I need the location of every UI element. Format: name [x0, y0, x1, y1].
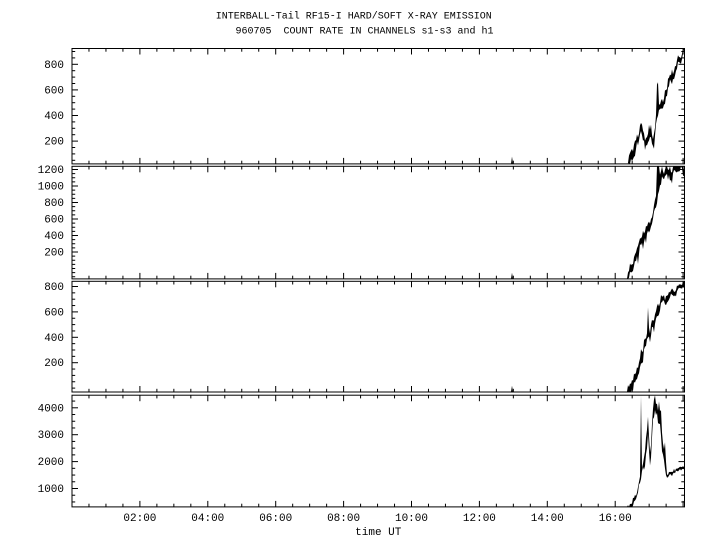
svg-text:600: 600 [44, 307, 64, 319]
svg-text:1200: 1200 [38, 165, 64, 177]
svg-text:1000: 1000 [38, 182, 64, 194]
svg-text:02:00: 02:00 [123, 513, 156, 525]
svg-text:04:00: 04:00 [191, 513, 224, 525]
svg-text:3000: 3000 [38, 430, 64, 442]
svg-text:800: 800 [44, 282, 64, 294]
svg-text:4000: 4000 [38, 403, 64, 415]
svg-text:time UT: time UT [355, 527, 402, 539]
svg-text:600: 600 [44, 85, 64, 97]
svg-text:INTERBALL-Tail RF15-I HARD/SOF: INTERBALL-Tail RF15-I HARD/SOFT X-RAY EM… [216, 11, 492, 23]
svg-text:400: 400 [44, 333, 64, 345]
svg-text:14:00: 14:00 [531, 513, 564, 525]
svg-text:400: 400 [44, 111, 64, 123]
svg-text:600: 600 [44, 215, 64, 227]
svg-text:12:00: 12:00 [463, 513, 496, 525]
svg-text:2000: 2000 [38, 457, 64, 469]
svg-text:08:00: 08:00 [327, 513, 360, 525]
svg-text:800: 800 [44, 60, 64, 72]
svg-text:06:00: 06:00 [259, 513, 292, 525]
svg-text:960705 COUNT RATE IN CHANNELS: 960705 COUNT RATE IN CHANNELS s1-s3 and … [235, 26, 493, 38]
svg-text:400: 400 [44, 231, 64, 243]
svg-text:200: 200 [44, 248, 64, 260]
svg-text:200: 200 [44, 137, 64, 149]
svg-text:1000: 1000 [38, 484, 64, 496]
svg-text:800: 800 [44, 198, 64, 210]
svg-text:16:00: 16:00 [599, 513, 632, 525]
svg-text:200: 200 [44, 358, 64, 370]
svg-text:10:00: 10:00 [395, 513, 428, 525]
